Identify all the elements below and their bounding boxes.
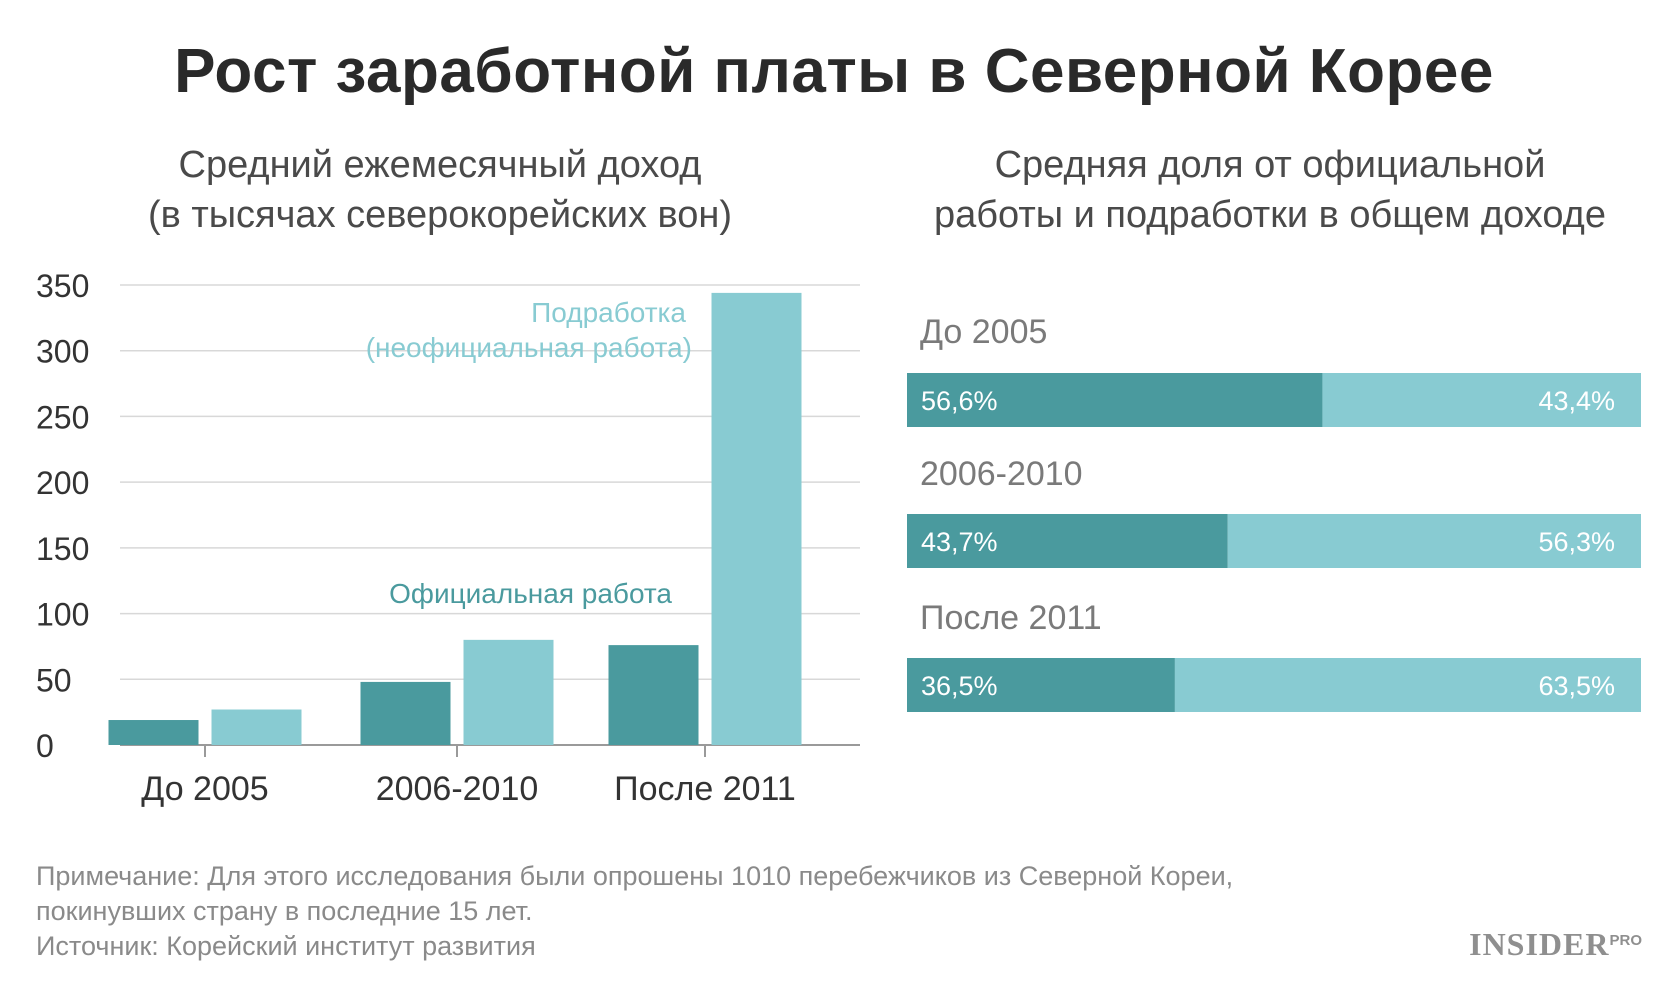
- share-value-side: 63,5%: [1538, 671, 1615, 701]
- share-row-label: До 2005: [920, 313, 1047, 351]
- series-label-side-line1: Подработка: [531, 297, 686, 328]
- income-x-ticks: До 2005 2006-2010 После 2011: [141, 745, 796, 808]
- y-tick-label: 150: [36, 531, 89, 567]
- bar-official-2: [608, 645, 699, 745]
- income-bars: [108, 292, 802, 745]
- income-chart-title: Средний ежемесячный доход (в тысячах сев…: [90, 140, 790, 240]
- share-bar-official: [907, 373, 1323, 427]
- y-tick-label: 200: [36, 465, 89, 501]
- note-line-1: Примечание: Для этого исследования были …: [36, 861, 1234, 891]
- insider-pro-logo: INSIDERPRO: [1469, 926, 1642, 963]
- y-tick-label: 50: [36, 662, 72, 698]
- share-row-label: 2006-2010: [920, 455, 1083, 493]
- share-row-0: До 2005 56,6% 43,4%: [907, 313, 1641, 427]
- share-bar-chart: До 2005 56,6% 43,4% 2006-2010 43,7% 56,3% Посл…: [907, 313, 1641, 712]
- share-bar-side: [1322, 373, 1641, 427]
- share-rows: До 2005 56,6% 43,4% 2006-2010 43,7% 56,3% Посл…: [907, 313, 1641, 712]
- income-series-labels: Официальная работа Подработка (неофициальн…: [366, 297, 692, 609]
- y-tick-label: 350: [36, 268, 89, 304]
- bar-side-2: [711, 292, 802, 745]
- share-row-1: 2006-2010 43,7% 56,3%: [907, 455, 1641, 568]
- y-tick-label: 100: [36, 597, 89, 633]
- series-label-official: Официальная работа: [389, 578, 672, 609]
- share-bar-official: [907, 658, 1175, 712]
- share-chart-title: Средняя доля от официальной работы и под…: [900, 140, 1640, 240]
- share-chart-title-line2: работы и подработки в общем доходе: [934, 194, 1606, 236]
- y-tick-label: 300: [36, 334, 89, 370]
- share-value-side: 56,3%: [1538, 527, 1615, 557]
- share-value-official: 56,6%: [921, 386, 998, 416]
- bar-side-1: [463, 639, 554, 745]
- source-note: Источник: Корейский институт развития: [36, 931, 536, 961]
- share-value-official: 36,5%: [921, 671, 998, 701]
- income-y-ticks: 0 50 100 150 200 250 300 350: [36, 268, 89, 764]
- bar-official-1: [360, 681, 451, 745]
- share-value-side: 43,4%: [1538, 386, 1615, 416]
- bar-side-0: [211, 709, 302, 745]
- x-tick-label: После 2011: [614, 770, 796, 808]
- income-chart-title-line1: Средний ежемесячный доход: [178, 144, 702, 186]
- x-tick-label: До 2005: [141, 770, 268, 808]
- logo-suffix: PRO: [1609, 932, 1642, 949]
- share-bar-side: [1227, 514, 1641, 568]
- share-bar-official: [907, 514, 1228, 568]
- share-value-official: 43,7%: [921, 527, 998, 557]
- page-title: Рост заработной платы в Северной Корее: [174, 37, 1494, 106]
- y-tick-label: 0: [36, 728, 54, 764]
- income-bar-chart: 0 50 100 150 200 250 300 350 До 2005 2006-2010 По…: [36, 268, 860, 808]
- series-label-side-line2: (неофициальная работа): [366, 332, 692, 363]
- share-bar-side: [1174, 658, 1641, 712]
- bar-official-0: [108, 720, 199, 745]
- x-tick-label: 2006-2010: [376, 770, 539, 808]
- y-tick-label: 250: [36, 399, 89, 435]
- share-row-label: После 2011: [920, 599, 1102, 637]
- note-line-2: покинувших страну в последние 15 лет.: [36, 896, 533, 926]
- logo-main: INSIDER: [1469, 926, 1610, 962]
- share-chart-title-line1: Средняя доля от официальной: [994, 144, 1546, 186]
- share-row-2: После 2011 36,5% 63,5%: [907, 599, 1641, 712]
- income-chart-title-line2: (в тысячах северокорейских вон): [147, 194, 733, 236]
